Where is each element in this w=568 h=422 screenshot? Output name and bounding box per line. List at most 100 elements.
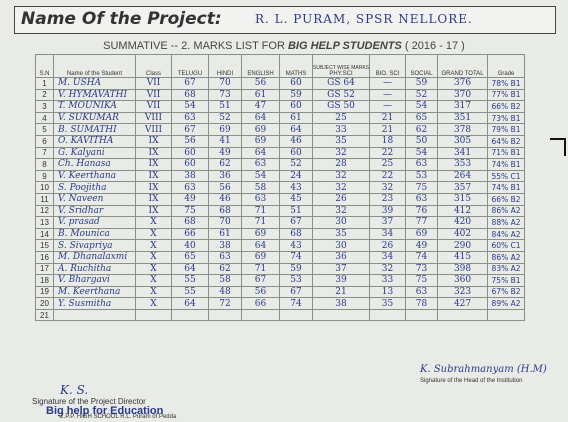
table-row: 2 V. HYMAVATHI VII 68 73 61 59 GS 52—52 370 77% B… (35, 88, 526, 102)
table-cell: 77 (405, 216, 439, 229)
table-cell: 323 (437, 285, 489, 299)
table-row: 5 B. SUMATHI VIII 67 69 69 64 33 21 62 378 79% B1 (35, 123, 526, 136)
table-cell: 351 (437, 111, 489, 125)
table-cell: 73% B1 (487, 111, 526, 125)
table-cell: 25 (369, 158, 407, 171)
table-cell: 64 (241, 111, 280, 125)
table-cell: 17 (35, 262, 54, 276)
project-label: Name Of the Project: (21, 9, 222, 29)
table-cell: 71 (241, 262, 280, 276)
table-cell: 376 (437, 77, 489, 90)
table-cell: 66% B2 (487, 192, 526, 206)
project-name: R. L. PURAM, SPSR NELLORE. (255, 12, 473, 26)
table-cell: A. Ruchitha (53, 262, 136, 276)
table-cell: 71% B1 (487, 146, 526, 160)
col-name: Name of the Student (53, 54, 136, 78)
table-cell: 77% B1 (487, 88, 526, 102)
table-cell: 37 (311, 262, 371, 276)
col-english: ENGLISH (241, 54, 280, 78)
table-cell: 14 (35, 227, 54, 241)
table-cell: 30 (311, 216, 371, 229)
table-cell: Y. Susmitha (53, 297, 136, 310)
table-cell (135, 308, 172, 322)
table-cell: 60% C1 (487, 239, 526, 252)
table-cell: V. Keerthana (53, 169, 136, 183)
table-cell: 64 (241, 146, 280, 160)
table-cell: 67 (171, 123, 209, 136)
table-row: 21 (35, 308, 526, 322)
table-cell: 75 (405, 181, 439, 194)
table-cell: X (135, 239, 172, 252)
table-row: 20 Y. Susmitha X 64 72 66 74 38 35 78 427 89% A2 (35, 297, 526, 310)
table-cell: T. MOUNIKA (53, 100, 136, 113)
table-cell: 74 (279, 297, 313, 310)
table-row: 11 V. Naveen IX 49 46 63 45 26 23 63 315 66% B2 (35, 192, 526, 206)
project-director-signature: K. S. (60, 383, 89, 397)
table-row: 15 S. Sivapriya X 40 38 64 43 30 26 49 290 60% C1 (35, 239, 526, 252)
table-cell: 54 (405, 146, 439, 160)
table-cell: 22 (369, 169, 407, 183)
table-cell: 63 (241, 158, 280, 171)
marks-list-title: SUMMATIVE -- 2. MARKS LIST FOR BIG HELP … (0, 40, 568, 52)
table-cell: 84% A2 (487, 227, 526, 241)
table-cell: GS 52 (311, 88, 371, 102)
table-cell: 9 (35, 169, 54, 183)
table-cell: 6 (35, 134, 54, 148)
table-cell: 63 (171, 111, 209, 125)
table-cell: Ch. Hanasa (53, 158, 136, 171)
table-cell: 16 (35, 250, 54, 264)
table-cell: 53 (279, 274, 313, 287)
table-cell: 24 (279, 169, 313, 183)
table-cell: 64 (241, 239, 280, 252)
table-cell: 48 (208, 285, 242, 299)
table-cell: 55 (171, 285, 209, 299)
table-cell: 78 (405, 297, 439, 310)
table-cell: 60 (171, 146, 209, 160)
table-cell: 40 (171, 239, 209, 252)
table-row: 17 A. Ruchitha X 64 62 71 59 37 32 73 398 83% A2 (35, 262, 526, 276)
table-cell: 35 (369, 297, 407, 310)
table-cell: V. SUKUMAR (53, 111, 136, 125)
table-cell: M. Keerthana (53, 285, 136, 299)
table-cell: 26 (311, 192, 371, 206)
table-cell: 32 (369, 181, 407, 194)
table-cell: 39 (369, 204, 407, 218)
table-cell: 68 (208, 204, 242, 218)
table-cell: 32 (311, 169, 371, 183)
table-cell: 63 (405, 192, 439, 206)
table-cell: — (369, 88, 407, 102)
table-row: 18 V. Bhargavi X 55 58 67 53 39 33 75 360 75% B1 (35, 274, 526, 287)
table-cell: 420 (437, 216, 489, 229)
table-cell: 51 (279, 204, 313, 218)
table-cell: 59 (279, 88, 313, 102)
table-cell: 33 (369, 274, 407, 287)
big-help-stamp: Big help for Education (46, 405, 164, 417)
table-cell: M. USHA (53, 77, 136, 90)
table-cell: 38 (311, 297, 371, 310)
table-cell: 79% B1 (487, 123, 526, 136)
col-social: SOCIAL (405, 54, 439, 78)
table-cell: 21 (369, 123, 407, 136)
table-cell: 2 (35, 88, 54, 102)
table-cell: 38 (208, 239, 242, 252)
table-cell: 53 (405, 169, 439, 183)
table-cell: 64 (171, 297, 209, 310)
table-cell: 370 (437, 88, 489, 102)
table-cell: 25 (311, 111, 371, 125)
table-cell: 305 (437, 134, 489, 148)
table-cell: IX (135, 169, 172, 183)
table-cell: 26 (369, 239, 407, 252)
table-cell: 86% A2 (487, 250, 526, 264)
table-cell: 69 (241, 123, 280, 136)
table-cell: V. Naveen (53, 192, 136, 206)
table-cell: 54 (241, 169, 280, 183)
table-cell: 13 (369, 285, 407, 299)
table-row: 8 Ch. Hanasa IX 60 62 63 52 28 25 63 353 74% B1 (35, 158, 526, 171)
table-cell: 55% C1 (487, 169, 526, 183)
project-header: Name Of the Project: R. L. PURAM, SPSR N… (14, 6, 556, 34)
table-row: 3 T. MOUNIKA VII 54 51 47 60 GS 50—54 317 66% B2 (35, 100, 526, 113)
table-cell: 69 (241, 134, 280, 148)
table-cell (369, 308, 407, 322)
col-class: Class (135, 54, 172, 78)
table-cell: 7 (35, 146, 54, 160)
